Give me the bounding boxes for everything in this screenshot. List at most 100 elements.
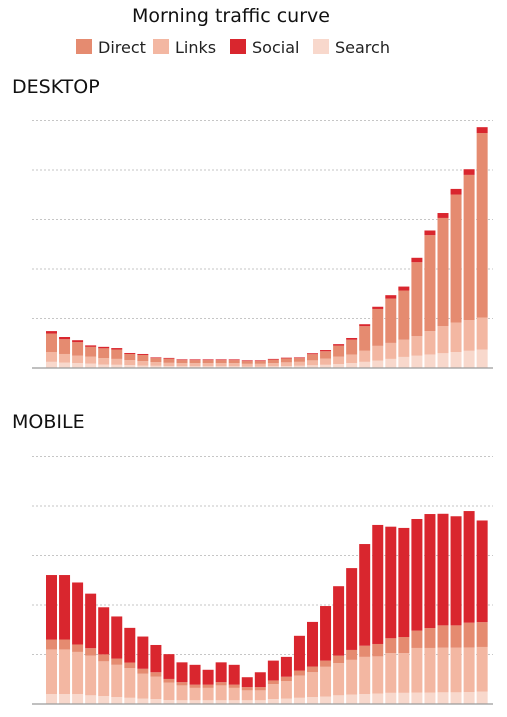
mobile-bar-24-search	[346, 694, 358, 704]
desktop-bar-7-links	[124, 360, 136, 366]
legend-item-search: Search	[313, 38, 390, 57]
desktop-bar-18-search	[267, 366, 279, 368]
mobile-bar-10-links	[163, 682, 175, 701]
mobile-bar-3-search	[72, 694, 84, 704]
desktop-bar-22-search	[320, 364, 332, 368]
desktop-bar-17-social	[254, 360, 266, 362]
desktop-bar-27-links	[385, 342, 397, 359]
desktop-bar-9-links	[150, 362, 162, 366]
desktop-bar-19-direct	[280, 358, 292, 363]
mobile-bar-11-social	[176, 662, 188, 683]
mobile-bar-23-search	[333, 695, 345, 704]
mobile-bar-11	[176, 662, 188, 704]
desktop-bar-6-links	[111, 358, 123, 365]
mobile-bar-28-social	[398, 527, 410, 638]
desktop-bar-19-search	[280, 366, 292, 368]
desktop-bar-1-search	[46, 361, 57, 368]
desktop-bar-12-social	[189, 359, 201, 361]
desktop-bar-23-links	[333, 356, 345, 365]
mobile-bar-11-direct	[176, 682, 188, 686]
desktop-bar-3-search	[72, 363, 84, 368]
mobile-bar-13-search	[202, 700, 214, 704]
desktop-bar-12-links	[189, 363, 201, 367]
mobile-bar-3-direct	[72, 644, 84, 652]
desktop-bar-11	[176, 359, 188, 368]
mobile-bar-17-social	[254, 672, 266, 688]
desktop-bar-6-direct	[111, 349, 123, 359]
mobile-bar-18-social	[267, 660, 279, 681]
mobile-bar-15	[228, 664, 240, 704]
mobile-bar-32-search	[450, 692, 462, 704]
mobile-bar-14	[215, 662, 227, 704]
mobile-bar-25-links	[359, 656, 371, 695]
desktop-bar-7-search	[124, 365, 136, 368]
mobile-bar-8	[137, 636, 149, 704]
desktop-bar-1	[46, 331, 57, 368]
mobile-bar-9-direct	[150, 672, 162, 677]
desktop-bar-32-direct	[450, 194, 462, 323]
desktop-bar-15-direct	[228, 360, 240, 364]
mobile-bar-16-direct	[241, 687, 253, 691]
desktop-bar-2-direct	[59, 339, 71, 354]
desktop-bar-10-social	[163, 357, 175, 359]
desktop-bar-5-search	[98, 364, 110, 368]
mobile-bar-14-social	[215, 662, 227, 683]
mobile-bar-7-direct	[124, 662, 136, 669]
chart-title: Morning traffic curve	[132, 5, 330, 27]
mobile-bar-2	[59, 575, 71, 704]
desktop-bar-19	[280, 357, 292, 368]
mobile-bar-14-links	[215, 685, 227, 701]
mobile-bar-1-direct	[46, 639, 57, 650]
desktop-bar-10	[163, 357, 175, 368]
desktop-bar-9-direct	[150, 358, 162, 363]
mobile-bar-14-search	[215, 700, 227, 704]
mobile-bar-10-direct	[163, 678, 175, 683]
mobile-bar-8-direct	[137, 668, 149, 674]
desktop-bar-2-social	[59, 337, 71, 340]
mobile-bar-4	[85, 593, 97, 704]
mobile-bar-29-links	[411, 647, 423, 693]
desktop-bar-12-search	[189, 366, 201, 368]
desktop-bar-10-direct	[163, 358, 175, 363]
panel-title-mobile: MOBILE	[12, 411, 85, 433]
desktop-bar-33-links	[463, 320, 475, 351]
mobile-bar-16-social	[241, 677, 253, 688]
mobile-bar-23-direct	[333, 655, 345, 664]
desktop-bar-34-links	[476, 317, 488, 350]
panel-title-desktop: DESKTOP	[12, 76, 100, 98]
mobile-bar-24-direct	[346, 649, 358, 660]
desktop-bar-34-search	[476, 349, 488, 368]
mobile-bar-2-links	[59, 649, 71, 695]
mobile-bar-26-social	[372, 524, 384, 644]
mobile-bar-33-search	[463, 692, 475, 704]
desktop-bar-13-social	[202, 359, 214, 361]
desktop-bar-21-social	[307, 353, 318, 355]
legend-label-search: Search	[335, 38, 390, 57]
desktop-bar-21	[307, 353, 318, 368]
desktop-bar-14-search	[215, 366, 227, 368]
desktop-bar-5	[98, 346, 110, 368]
desktop-bar-29-search	[411, 355, 423, 368]
mobile-bar-19-social	[280, 656, 292, 677]
mobile-bar-16-links	[241, 690, 253, 701]
mobile-bar-6	[111, 616, 123, 704]
desktop-bar-7	[124, 352, 136, 368]
desktop-bar-21-search	[307, 365, 318, 368]
mobile-bar-34-social	[476, 520, 488, 623]
desktop-bar-13-search	[202, 366, 214, 368]
desktop-bar-25	[359, 324, 371, 368]
legend-item-social: Social	[230, 38, 299, 57]
desktop-bar-34-social	[476, 127, 488, 134]
desktop-bar-24-links	[346, 354, 358, 364]
mobile-bar-32-social	[450, 516, 462, 626]
mobile-bar-26-direct	[372, 643, 384, 657]
desktop-bar-28-direct	[398, 290, 410, 340]
desktop-bar-19-links	[280, 362, 292, 367]
desktop-bar-10-search	[163, 366, 175, 368]
desktop-bar-31-search	[437, 353, 449, 368]
mobile-bar-17-search	[254, 700, 266, 704]
desktop-bar-16-links	[241, 363, 253, 367]
mobile-bar-28	[398, 527, 410, 704]
mobile-bar-26-links	[372, 656, 384, 694]
desktop-bar-16	[241, 360, 253, 368]
